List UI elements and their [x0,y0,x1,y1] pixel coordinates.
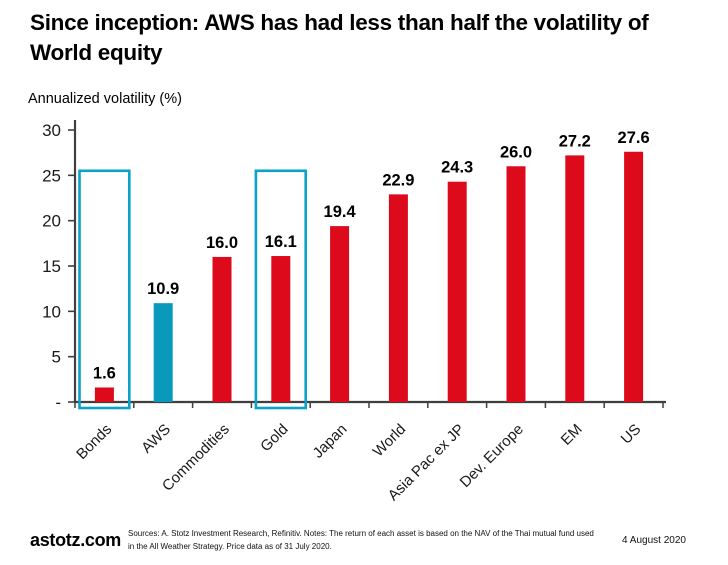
y-tick-label: 5 [52,348,61,367]
bar-gold [271,256,291,402]
highlight-box-bonds [78,169,131,410]
bar-em [565,155,585,402]
bar-value-label: 19.4 [324,203,357,221]
bar-aws [153,303,173,402]
y-tick-label: 20 [42,212,61,231]
report-date: 4 August 2020 [622,535,686,546]
bar-bonds [94,387,114,402]
bar-value-label: 27.2 [559,132,591,150]
x-axis-label: US [618,421,645,448]
bar-value-label: 10.9 [147,280,179,298]
bar-value-label: 16.0 [206,234,238,252]
bar-value-label: 27.6 [618,129,650,147]
bar-japan [330,226,350,402]
x-axis-label: Gold [257,421,291,455]
y-tick-label: 25 [42,166,61,185]
brand-logo: astotz.com [30,530,122,550]
source-note: Sources: A. Stotz Investment Research, R… [128,529,594,551]
y-axis-title: Annualized volatility (%) [28,91,182,107]
bar-asia-pac-ex-jp [447,181,467,402]
bar-value-label: 22.9 [382,171,414,189]
y-tick-label: 10 [42,302,61,321]
bar-chart-canvas: -510152025301.6Bonds10.9AWS16.0Commoditi… [42,120,666,504]
y-tick-label: 15 [42,257,61,276]
x-axis-label: AWS [138,421,174,457]
bar-dev-europe [506,166,526,402]
bar-value-label: 1.6 [93,364,116,382]
x-axis-label: Bonds [73,421,115,463]
bar-commodities [212,256,232,402]
x-axis-label: EM [558,421,586,449]
y-tick-label: - [55,393,61,412]
bar-value-label: 24.3 [441,159,473,177]
bar-value-label: 16.1 [265,233,297,251]
highlight-box-gold [254,169,307,410]
x-axis-label: World [370,421,410,461]
bar-us [624,151,644,402]
x-axis-label: Dev. Europe [457,421,527,491]
volatility-bar-chart: -5 10 15 20 25 30 1.6 Bonds 10.9 AWS 16.0 Commoditi… [0,112,728,524]
y-tick-label: 30 [42,121,61,140]
bar-value-label: 26.0 [500,143,532,161]
page-title: Since inception: AWS has had less than h… [30,10,649,65]
bar-world [388,194,408,402]
x-axis-label: Japan [310,421,351,462]
